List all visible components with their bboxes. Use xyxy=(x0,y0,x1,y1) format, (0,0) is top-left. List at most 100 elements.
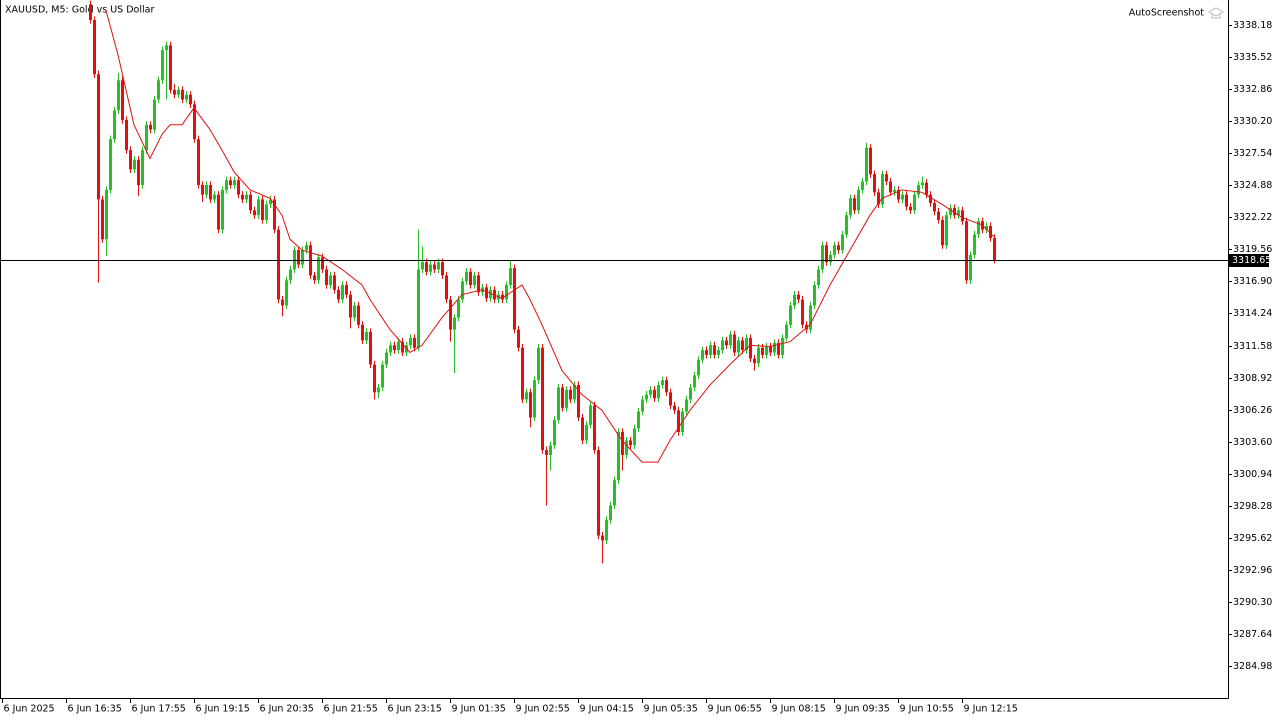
candle-body xyxy=(245,194,248,200)
candle-body xyxy=(513,268,516,330)
last-price-label: 3318.65 xyxy=(1232,255,1271,266)
x-tick-label: 9 Jun 05:35 xyxy=(644,704,698,715)
candle-body xyxy=(841,234,844,251)
candle-body xyxy=(989,226,992,239)
candle-body xyxy=(969,254,972,281)
candle-body xyxy=(337,289,340,300)
candle-body xyxy=(813,285,816,306)
candle-body xyxy=(853,198,856,211)
candle-body xyxy=(781,338,784,355)
last-price-box xyxy=(1229,254,1269,267)
candle-body xyxy=(129,150,132,170)
candle-body xyxy=(125,119,128,151)
candle-body xyxy=(537,347,540,381)
candle-body xyxy=(553,419,556,446)
candle-body xyxy=(257,199,260,216)
candle-body xyxy=(661,380,664,386)
candle-body xyxy=(213,194,216,200)
candle-body xyxy=(397,341,400,351)
candle-body xyxy=(321,257,324,270)
candle-body xyxy=(441,262,444,276)
candle-body xyxy=(529,392,532,418)
candle-body xyxy=(345,285,348,295)
candle-body xyxy=(449,299,452,330)
x-tick-label: 6 Jun 16:35 xyxy=(68,704,122,715)
candle-body xyxy=(501,294,504,300)
candle-body xyxy=(413,338,416,348)
candle-body xyxy=(277,229,280,300)
candle-body xyxy=(977,221,980,235)
watermark-icon xyxy=(1207,7,1225,19)
candle-body xyxy=(229,180,232,186)
x-tick-label: 6 Jun 23:15 xyxy=(388,704,442,715)
candle-body xyxy=(597,450,600,536)
candle-body xyxy=(725,340,728,346)
candle-body xyxy=(285,280,288,306)
candle-body xyxy=(237,180,240,195)
candle-body xyxy=(113,110,116,140)
candle-body xyxy=(505,285,508,300)
candle-body xyxy=(917,185,920,195)
candle-body xyxy=(617,432,620,481)
candle-body xyxy=(581,417,584,441)
candle-body xyxy=(349,294,352,318)
candle-body xyxy=(241,194,244,200)
candle-body xyxy=(633,428,636,446)
candle-body xyxy=(313,275,316,281)
candle-body xyxy=(937,211,940,220)
candle-body xyxy=(885,174,888,182)
candle-body xyxy=(509,268,512,286)
candle-body xyxy=(717,350,720,355)
x-tick-label: 9 Jun 02:55 xyxy=(516,704,570,715)
candle-body xyxy=(949,207,952,216)
candle-body xyxy=(533,380,536,418)
y-tick-label: 3284.98 xyxy=(1233,661,1272,672)
candle-body xyxy=(641,399,644,412)
candle-body xyxy=(637,411,640,429)
candle-body xyxy=(557,387,560,420)
candle-body xyxy=(925,182,928,195)
candle-body xyxy=(541,347,544,451)
candle-body xyxy=(381,364,384,388)
candle-body xyxy=(889,181,892,193)
candle-body xyxy=(593,405,596,451)
candle-body xyxy=(525,392,528,400)
candle-body xyxy=(701,350,704,360)
candle-body xyxy=(461,281,464,300)
candle-body xyxy=(729,334,732,346)
candle-body xyxy=(713,345,716,355)
candle-body xyxy=(945,215,948,246)
candle-body xyxy=(881,174,884,205)
candle-body xyxy=(137,159,140,186)
candle-body xyxy=(421,262,424,270)
candle-body xyxy=(749,338,752,359)
candle-body xyxy=(101,199,104,240)
x-tick-label: 6 Jun 19:15 xyxy=(196,704,250,715)
y-tick-label: 3306.26 xyxy=(1233,405,1272,416)
candle-body xyxy=(301,250,304,265)
x-tick-label: 6 Jun 20:35 xyxy=(260,704,314,715)
candle-body xyxy=(141,150,144,186)
candle-body xyxy=(697,359,700,376)
y-tick-label: 3330.20 xyxy=(1233,116,1272,127)
candle-body xyxy=(609,505,612,520)
candle-body xyxy=(877,192,880,205)
candle-body xyxy=(629,440,632,446)
candle-body xyxy=(901,194,904,200)
candle-body xyxy=(401,341,404,353)
candle-body xyxy=(249,194,252,211)
candle-body xyxy=(453,317,456,330)
candle-body xyxy=(921,182,924,186)
candle-body xyxy=(777,342,780,355)
candle-body xyxy=(753,358,756,364)
y-tick-label: 3308.92 xyxy=(1233,373,1272,384)
y-tick-label: 3287.64 xyxy=(1233,629,1272,640)
candle-body xyxy=(225,180,228,190)
candle-body xyxy=(477,275,480,293)
candle-body xyxy=(373,364,376,393)
candle-body xyxy=(905,194,908,207)
candle-body xyxy=(849,198,852,216)
candle-body xyxy=(169,45,172,90)
candle-body xyxy=(565,389,568,408)
candle-body xyxy=(733,334,736,353)
